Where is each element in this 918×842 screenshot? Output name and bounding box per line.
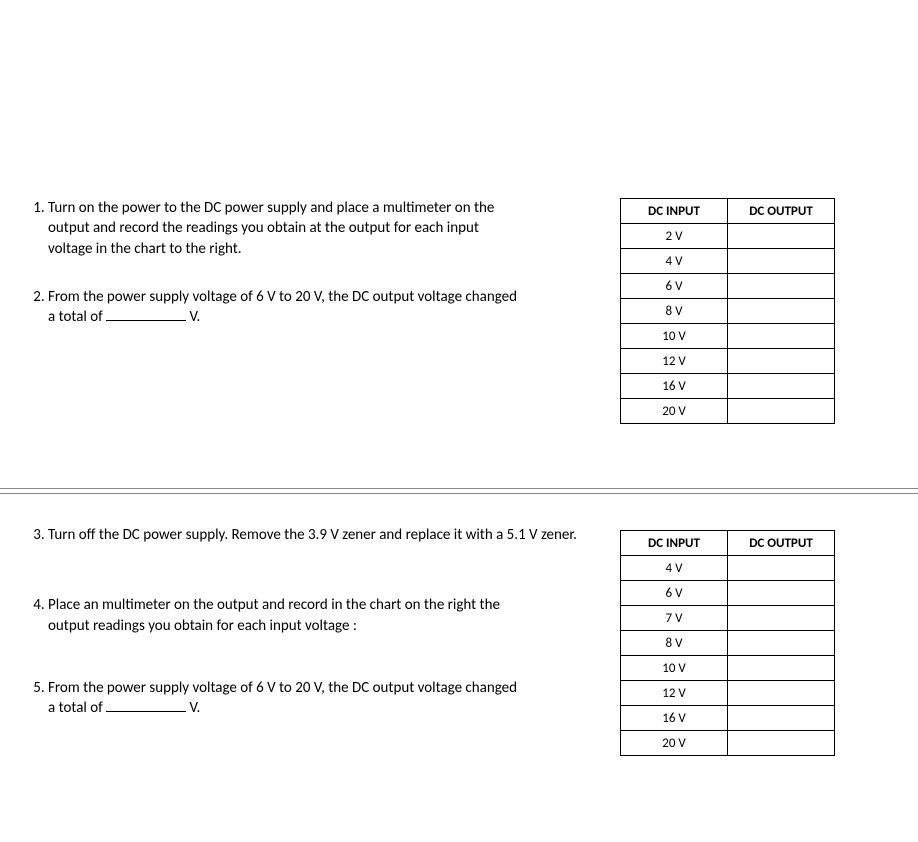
table-cell-output[interactable] bbox=[728, 706, 835, 731]
fill-blank[interactable] bbox=[106, 320, 186, 321]
question-list-bottom: Turn off the DC power supply. Remove the… bbox=[20, 525, 520, 718]
table-cell-input: 20 V bbox=[621, 731, 728, 756]
table-cell-input: 4 V bbox=[621, 249, 728, 274]
table-row: 2 V bbox=[621, 224, 835, 249]
table-cell-input: 10 V bbox=[621, 656, 728, 681]
question-text: Turn off the DC power supply. Remove the… bbox=[48, 525, 688, 545]
table-cell-output[interactable] bbox=[728, 581, 835, 606]
table-cell-input: 16 V bbox=[621, 706, 728, 731]
table-cell-output[interactable] bbox=[728, 374, 835, 399]
table-row: 8 V bbox=[621, 631, 835, 656]
table-cell-input: 6 V bbox=[621, 274, 728, 299]
table-header-input: DC INPUT bbox=[621, 531, 728, 556]
table-cell-input: 8 V bbox=[621, 631, 728, 656]
table-header-input: DC INPUT bbox=[621, 199, 728, 224]
question-4: Place an multimeter on the output and re… bbox=[48, 595, 520, 636]
question-text: Place an multimeter on the output and re… bbox=[48, 596, 500, 634]
table-header-output: DC OUTPUT bbox=[728, 199, 835, 224]
table-row: 4 V bbox=[621, 249, 835, 274]
table-cell-output[interactable] bbox=[728, 249, 835, 274]
table-row: 20 V bbox=[621, 731, 835, 756]
table-row: 16 V bbox=[621, 706, 835, 731]
fill-blank[interactable] bbox=[106, 711, 186, 712]
table-row: 4 V bbox=[621, 556, 835, 581]
table-row: 7 V bbox=[621, 606, 835, 631]
table-cell-input: 10 V bbox=[621, 324, 728, 349]
table-cell-input: 12 V bbox=[621, 349, 728, 374]
page: Turn on the power to the DC power supply… bbox=[0, 0, 918, 842]
table-cell-output[interactable] bbox=[728, 399, 835, 424]
table-row: 16 V bbox=[621, 374, 835, 399]
table-cell-output[interactable] bbox=[728, 299, 835, 324]
question-1: Turn on the power to the DC power supply… bbox=[48, 198, 520, 259]
table2-body: 4 V6 V7 V8 V10 V12 V16 V20 V bbox=[621, 556, 835, 756]
table-row: 8 V bbox=[621, 299, 835, 324]
table-row: 12 V bbox=[621, 681, 835, 706]
table-cell-output[interactable] bbox=[728, 656, 835, 681]
question-list-top: Turn on the power to the DC power supply… bbox=[20, 198, 520, 327]
questions-bottom: Turn off the DC power supply. Remove the… bbox=[20, 525, 520, 746]
table-cell-input: 4 V bbox=[621, 556, 728, 581]
table-row: 6 V bbox=[621, 274, 835, 299]
table-cell-input: 20 V bbox=[621, 399, 728, 424]
table-row: 10 V bbox=[621, 656, 835, 681]
question-text-after: V. bbox=[186, 699, 200, 717]
table-row: 6 V bbox=[621, 581, 835, 606]
question-3: Turn off the DC power supply. Remove the… bbox=[48, 525, 520, 545]
question-5: From the power supply voltage of 6 V to … bbox=[48, 678, 520, 719]
table-header-row: DC INPUT DC OUTPUT bbox=[621, 199, 835, 224]
question-text: Turn on the power to the DC power supply… bbox=[48, 199, 494, 258]
table-cell-output[interactable] bbox=[728, 274, 835, 299]
table-cell-input: 12 V bbox=[621, 681, 728, 706]
table-row: 12 V bbox=[621, 349, 835, 374]
section-divider bbox=[0, 488, 918, 494]
table-cell-output[interactable] bbox=[728, 681, 835, 706]
dc-table-2: DC INPUT DC OUTPUT 4 V6 V7 V8 V10 V12 V1… bbox=[620, 530, 835, 756]
table-cell-input: 16 V bbox=[621, 374, 728, 399]
table1-body: 2 V4 V6 V8 V10 V12 V16 V20 V bbox=[621, 224, 835, 424]
dc-table-1: DC INPUT DC OUTPUT 2 V4 V6 V8 V10 V12 V1… bbox=[620, 198, 835, 424]
table-cell-input: 8 V bbox=[621, 299, 728, 324]
questions-top: Turn on the power to the DC power supply… bbox=[20, 198, 520, 355]
table-cell-output[interactable] bbox=[728, 606, 835, 631]
table-header-output: DC OUTPUT bbox=[728, 531, 835, 556]
table-cell-output[interactable] bbox=[728, 631, 835, 656]
question-2: From the power supply voltage of 6 V to … bbox=[48, 287, 520, 328]
table-cell-output[interactable] bbox=[728, 224, 835, 249]
table-row: 20 V bbox=[621, 399, 835, 424]
table-cell-output[interactable] bbox=[728, 324, 835, 349]
table-header-row: DC INPUT DC OUTPUT bbox=[621, 531, 835, 556]
question-text-after: V. bbox=[186, 308, 200, 326]
table-cell-input: 7 V bbox=[621, 606, 728, 631]
table-row: 10 V bbox=[621, 324, 835, 349]
table-cell-output[interactable] bbox=[728, 731, 835, 756]
table-cell-input: 6 V bbox=[621, 581, 728, 606]
table-cell-input: 2 V bbox=[621, 224, 728, 249]
table-cell-output[interactable] bbox=[728, 556, 835, 581]
table-cell-output[interactable] bbox=[728, 349, 835, 374]
